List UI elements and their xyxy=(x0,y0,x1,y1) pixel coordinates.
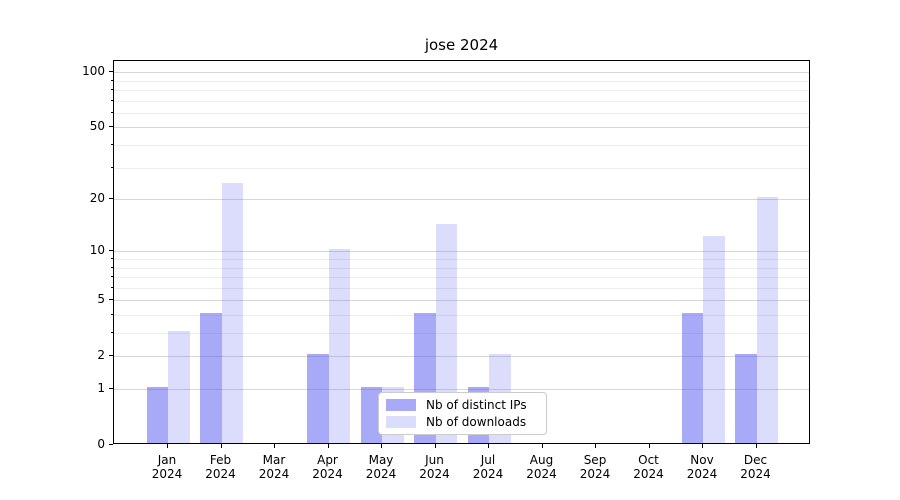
y-tick-label: 1 xyxy=(97,381,105,395)
plot-area xyxy=(113,60,810,444)
gridline-major xyxy=(114,389,809,390)
y-tick-mark xyxy=(109,71,113,73)
x-tick-mark xyxy=(274,444,275,448)
y-tick-mark xyxy=(109,198,113,199)
bar-downloads-feb xyxy=(221,182,243,443)
gridline-minor xyxy=(114,277,809,278)
y-minor-tick-mark xyxy=(111,276,113,277)
x-tick-label: Dec 2024 xyxy=(740,453,771,481)
y-minor-tick-mark xyxy=(111,314,113,315)
gridline-minor xyxy=(114,267,809,269)
x-tick-label: Apr 2024 xyxy=(312,453,343,481)
y-minor-tick-mark xyxy=(111,111,113,113)
y-tick-label: 5 xyxy=(97,292,105,307)
bar-downloads-jan xyxy=(168,331,190,443)
y-tick-label: 0 xyxy=(97,437,105,451)
y-minor-tick-mark xyxy=(111,79,113,81)
bar-downloads-dec xyxy=(756,197,778,443)
bar-distinct-ips-feb xyxy=(200,313,222,443)
y-minor-tick-mark xyxy=(111,166,113,168)
bar-downloads-nov xyxy=(703,235,725,443)
y-tick-mark xyxy=(109,388,113,389)
gridline-minor xyxy=(114,315,809,316)
x-tick-mark xyxy=(702,444,703,448)
bar-distinct-ips-nov xyxy=(681,313,703,443)
x-tick-label: Feb 2024 xyxy=(205,453,236,481)
y-tick-label: 2 xyxy=(97,348,105,363)
bar-downloads-apr xyxy=(328,249,350,443)
legend-item-downloads: Nb of downloads xyxy=(386,415,539,429)
x-tick-label: Jun 2024 xyxy=(419,453,450,481)
x-tick-label: Oct 2024 xyxy=(633,453,664,481)
gridline-minor xyxy=(114,287,809,289)
gridline-minor xyxy=(114,167,809,169)
y-minor-tick-mark xyxy=(111,286,113,288)
gridline-major xyxy=(114,127,809,129)
gridline-major xyxy=(114,199,809,200)
gridline-minor xyxy=(114,89,809,91)
x-tick-label: May 2024 xyxy=(365,453,397,481)
bar-downloads-jun xyxy=(435,224,457,443)
y-tick-mark xyxy=(109,355,113,357)
x-tick-label: Jan 2024 xyxy=(151,453,183,481)
legend-item-distinct-ips: Nb of distinct IPs xyxy=(386,398,539,412)
y-tick-label: 20 xyxy=(89,191,105,205)
y-tick-mark xyxy=(109,250,113,252)
legend-swatch-downloads xyxy=(386,416,416,428)
y-tick-mark xyxy=(109,444,113,445)
y-minor-tick-mark xyxy=(111,88,113,90)
x-tick-mark xyxy=(327,444,329,448)
legend-swatch-distinct-ips xyxy=(386,399,416,411)
y-tick-mark xyxy=(109,299,113,301)
legend: Nb of distinct IPs Nb of downloads xyxy=(378,392,547,435)
x-tick-mark xyxy=(220,444,222,448)
bar-distinct-ips-jan xyxy=(146,387,168,443)
y-minor-tick-mark xyxy=(111,258,113,259)
legend-label-distinct-ips: Nb of distinct IPs xyxy=(426,398,527,412)
gridline-minor xyxy=(114,80,809,82)
x-tick-mark xyxy=(488,444,489,448)
x-tick-label: Mar 2024 xyxy=(258,453,290,481)
legend-label-downloads: Nb of downloads xyxy=(426,415,527,429)
y-tick-label: 50 xyxy=(89,119,105,134)
x-tick-label: Sep 2024 xyxy=(579,453,611,481)
gridline-major xyxy=(114,72,809,74)
gridline-major xyxy=(114,251,809,253)
x-tick-mark xyxy=(755,444,757,448)
gridline-minor xyxy=(114,100,809,102)
gridline-major xyxy=(114,356,809,358)
y-tick-label: 10 xyxy=(89,243,105,258)
x-tick-label: Jul 2024 xyxy=(472,453,504,481)
x-tick-mark xyxy=(595,444,596,448)
y-minor-tick-mark xyxy=(111,99,113,101)
bar-distinct-ips-may xyxy=(360,387,382,443)
gridline-minor xyxy=(114,333,809,334)
gridline-minor xyxy=(114,144,809,146)
x-tick-mark xyxy=(648,444,650,448)
y-minor-tick-mark xyxy=(111,143,113,145)
x-tick-mark xyxy=(167,444,168,448)
gridline-major xyxy=(114,300,809,302)
x-tick-label: Nov 2024 xyxy=(686,453,718,481)
y-minor-tick-mark xyxy=(111,266,113,268)
y-minor-tick-mark xyxy=(111,332,113,333)
gridline-minor xyxy=(114,112,809,114)
bar-distinct-ips-dec xyxy=(735,354,757,443)
chart-title: jose 2024 xyxy=(424,36,499,54)
bar-distinct-ips-apr xyxy=(307,354,329,443)
gridline-minor xyxy=(114,259,809,260)
x-tick-mark xyxy=(381,444,382,448)
y-tick-label: 100 xyxy=(82,64,105,79)
x-tick-mark xyxy=(541,444,543,448)
y-tick-mark xyxy=(109,126,113,128)
x-tick-mark xyxy=(434,444,436,448)
x-tick-label: Aug 2024 xyxy=(526,453,557,481)
